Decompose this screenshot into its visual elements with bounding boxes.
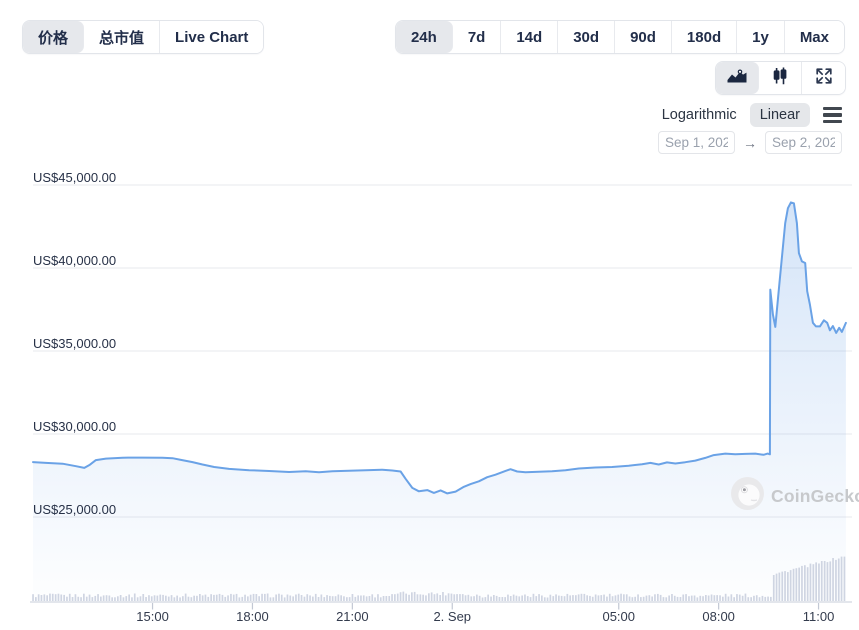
range-7d-button[interactable]: 7d	[452, 21, 502, 53]
x-axis-label: 11:00	[802, 609, 835, 624]
date-range-row: →	[658, 131, 842, 154]
x-axis-label: 18:00	[236, 609, 269, 624]
tab-price[interactable]: 价格	[23, 21, 85, 53]
logarithmic-option[interactable]: Logarithmic	[661, 107, 737, 123]
hamburger-icon	[823, 107, 842, 111]
tab-live-chart[interactable]: Live Chart	[160, 21, 264, 53]
fullscreen-button[interactable]	[802, 62, 845, 94]
end-date-input[interactable]	[765, 131, 842, 154]
range-180d-button[interactable]: 180d	[671, 21, 738, 53]
range-1y-button[interactable]: 1y	[737, 21, 785, 53]
range-90d-button[interactable]: 90d	[615, 21, 672, 53]
range-30d-button[interactable]: 30d	[558, 21, 616, 53]
tab-market-cap[interactable]: 总市值	[84, 21, 161, 53]
line-chart-icon	[726, 68, 748, 88]
range-button-group: 24h 7d 14d 30d 90d 180d 1y Max	[394, 20, 845, 54]
linear-option[interactable]: Linear	[749, 103, 810, 127]
coingecko-logo-icon	[731, 477, 764, 515]
arrow-right-icon: →	[743, 134, 757, 151]
candlestick-type-button[interactable]	[759, 62, 802, 94]
y-axis-label: US$25,000.00	[33, 502, 117, 517]
scale-toggle-row: Logarithmic Linear	[662, 103, 842, 127]
line-chart-type-button[interactable]	[716, 62, 759, 94]
range-24h-button[interactable]: 24h	[395, 21, 453, 53]
start-date-input[interactable]	[658, 131, 735, 154]
fullscreen-icon	[814, 66, 834, 90]
x-axis-label: 08:00	[702, 609, 735, 624]
chart-type-button-group	[715, 61, 846, 95]
range-max-button[interactable]: Max	[784, 21, 844, 53]
x-axis-label: 2. Sep	[433, 609, 472, 624]
y-axis-label: US$30,000.00	[33, 419, 117, 434]
y-axis-label: US$45,000.00	[33, 170, 117, 185]
chart-menu-button[interactable]	[823, 105, 842, 125]
coingecko-watermark: CoinGecko	[731, 477, 859, 515]
x-axis-label: 15:00	[136, 609, 169, 624]
x-axis-label: 05:00	[602, 609, 636, 624]
watermark-label: CoinGecko	[771, 485, 859, 506]
y-axis-label: US$40,000.00	[33, 253, 117, 268]
x-axis-label: 21:00	[336, 609, 369, 624]
y-axis-label: US$35,000.00	[33, 336, 117, 351]
range-14d-button[interactable]: 14d	[501, 21, 559, 53]
candlestick-icon	[770, 66, 790, 90]
view-tab-group: 价格 总市值 Live Chart	[22, 20, 265, 54]
